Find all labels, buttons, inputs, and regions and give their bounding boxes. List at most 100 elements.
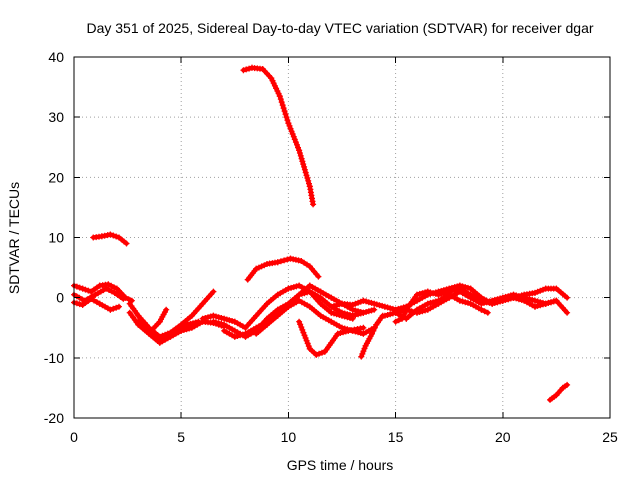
data-point-marker xyxy=(281,108,288,115)
series-trace-early-plus-ten xyxy=(90,231,130,247)
series-trace-right-band-d xyxy=(392,291,491,322)
x-tick-label: 25 xyxy=(602,429,618,445)
series-layer xyxy=(71,64,571,403)
data-point-marker xyxy=(430,299,437,306)
data-point-marker xyxy=(289,131,296,137)
data-point-marker xyxy=(355,299,362,306)
data-point-marker xyxy=(190,320,196,327)
data-point-marker xyxy=(294,141,300,148)
data-point-marker xyxy=(419,290,426,297)
data-point-marker xyxy=(290,133,297,140)
y-tick-label: -10 xyxy=(44,350,64,366)
data-point-marker xyxy=(277,258,284,265)
data-point-marker xyxy=(459,298,466,305)
data-point-marker xyxy=(295,144,301,151)
data-point-marker xyxy=(113,233,120,240)
data-point-marker xyxy=(328,309,335,316)
data-point-marker xyxy=(302,335,309,341)
data-point-marker xyxy=(432,290,439,297)
data-point-marker xyxy=(513,295,520,302)
data-point-marker xyxy=(291,136,298,143)
data-point-marker xyxy=(304,340,311,347)
data-point-marker xyxy=(123,240,130,247)
data-point-marker xyxy=(110,305,117,312)
data-point-marker xyxy=(360,324,367,331)
data-point-marker xyxy=(239,331,246,338)
data-point-marker xyxy=(481,298,487,305)
data-point-marker xyxy=(379,302,386,309)
chart-title: Day 351 of 2025, Sidereal Day-to-day VTE… xyxy=(86,20,593,36)
data-point-marker xyxy=(360,297,367,304)
data-point-marker xyxy=(288,284,295,291)
data-point-marker xyxy=(542,300,549,307)
y-tick-label: 0 xyxy=(56,290,64,306)
data-point-marker xyxy=(334,330,341,337)
data-point-marker xyxy=(328,303,335,310)
data-point-marker xyxy=(297,321,304,328)
data-point-marker xyxy=(215,320,222,327)
data-point-marker xyxy=(176,324,183,331)
data-point-marker xyxy=(113,304,120,311)
data-point-marker xyxy=(387,311,394,318)
data-point-marker xyxy=(368,299,375,306)
data-point-marker xyxy=(360,348,367,355)
data-point-marker xyxy=(352,300,359,307)
data-point-marker xyxy=(301,166,308,173)
y-tick-label: 40 xyxy=(48,49,64,65)
data-point-marker xyxy=(349,315,356,322)
data-point-marker xyxy=(286,122,293,129)
data-point-marker xyxy=(287,125,294,132)
data-point-marker xyxy=(73,283,80,290)
series-trace-valley-rise-c xyxy=(199,282,356,331)
data-point-marker xyxy=(371,306,378,313)
data-point-marker xyxy=(355,308,362,315)
series-trace-drop xyxy=(358,312,386,360)
data-point-marker xyxy=(416,290,423,297)
series-trace-late-negative xyxy=(547,381,571,403)
data-point-marker xyxy=(243,66,250,73)
data-point-marker xyxy=(302,169,309,176)
data-point-marker xyxy=(304,175,311,181)
data-point-marker xyxy=(363,298,370,305)
x-axis-label: GPS time / hours xyxy=(287,457,394,473)
data-point-marker xyxy=(199,315,206,322)
data-point-marker xyxy=(279,102,286,109)
data-point-marker xyxy=(303,337,310,344)
data-point-marker xyxy=(502,296,509,303)
data-point-marker xyxy=(210,288,217,295)
data-point-marker xyxy=(553,297,560,304)
data-point-marker xyxy=(435,291,442,298)
data-point-marker xyxy=(537,287,544,294)
data-point-marker xyxy=(202,315,209,321)
data-point-marker xyxy=(534,302,541,309)
data-point-marker xyxy=(285,120,292,127)
data-point-marker xyxy=(282,111,289,118)
data-point-marker xyxy=(540,301,546,308)
data-point-marker xyxy=(373,301,380,308)
y-axis-label: SDTVAR / TECUs xyxy=(6,182,22,294)
data-point-marker xyxy=(301,163,308,170)
grid-lines xyxy=(74,57,610,418)
data-point-marker xyxy=(358,353,365,360)
data-point-marker xyxy=(422,289,429,296)
data-point-marker xyxy=(319,349,325,356)
data-point-marker xyxy=(79,285,86,292)
data-point-marker xyxy=(298,324,305,331)
data-point-marker xyxy=(278,99,285,106)
data-point-marker xyxy=(422,307,429,314)
data-point-marker xyxy=(336,312,343,318)
data-point-marker xyxy=(110,232,117,239)
data-point-marker xyxy=(179,323,186,330)
data-point-marker xyxy=(270,80,277,87)
series-trace-dip-d xyxy=(135,306,170,334)
data-point-marker xyxy=(371,324,378,331)
data-point-marker xyxy=(529,296,536,303)
data-point-marker xyxy=(478,306,485,313)
data-point-marker xyxy=(231,333,238,340)
data-point-marker xyxy=(303,172,310,179)
data-point-marker xyxy=(300,329,307,336)
data-point-marker xyxy=(300,161,307,168)
data-point-marker xyxy=(564,309,571,316)
data-point-marker xyxy=(313,351,320,358)
